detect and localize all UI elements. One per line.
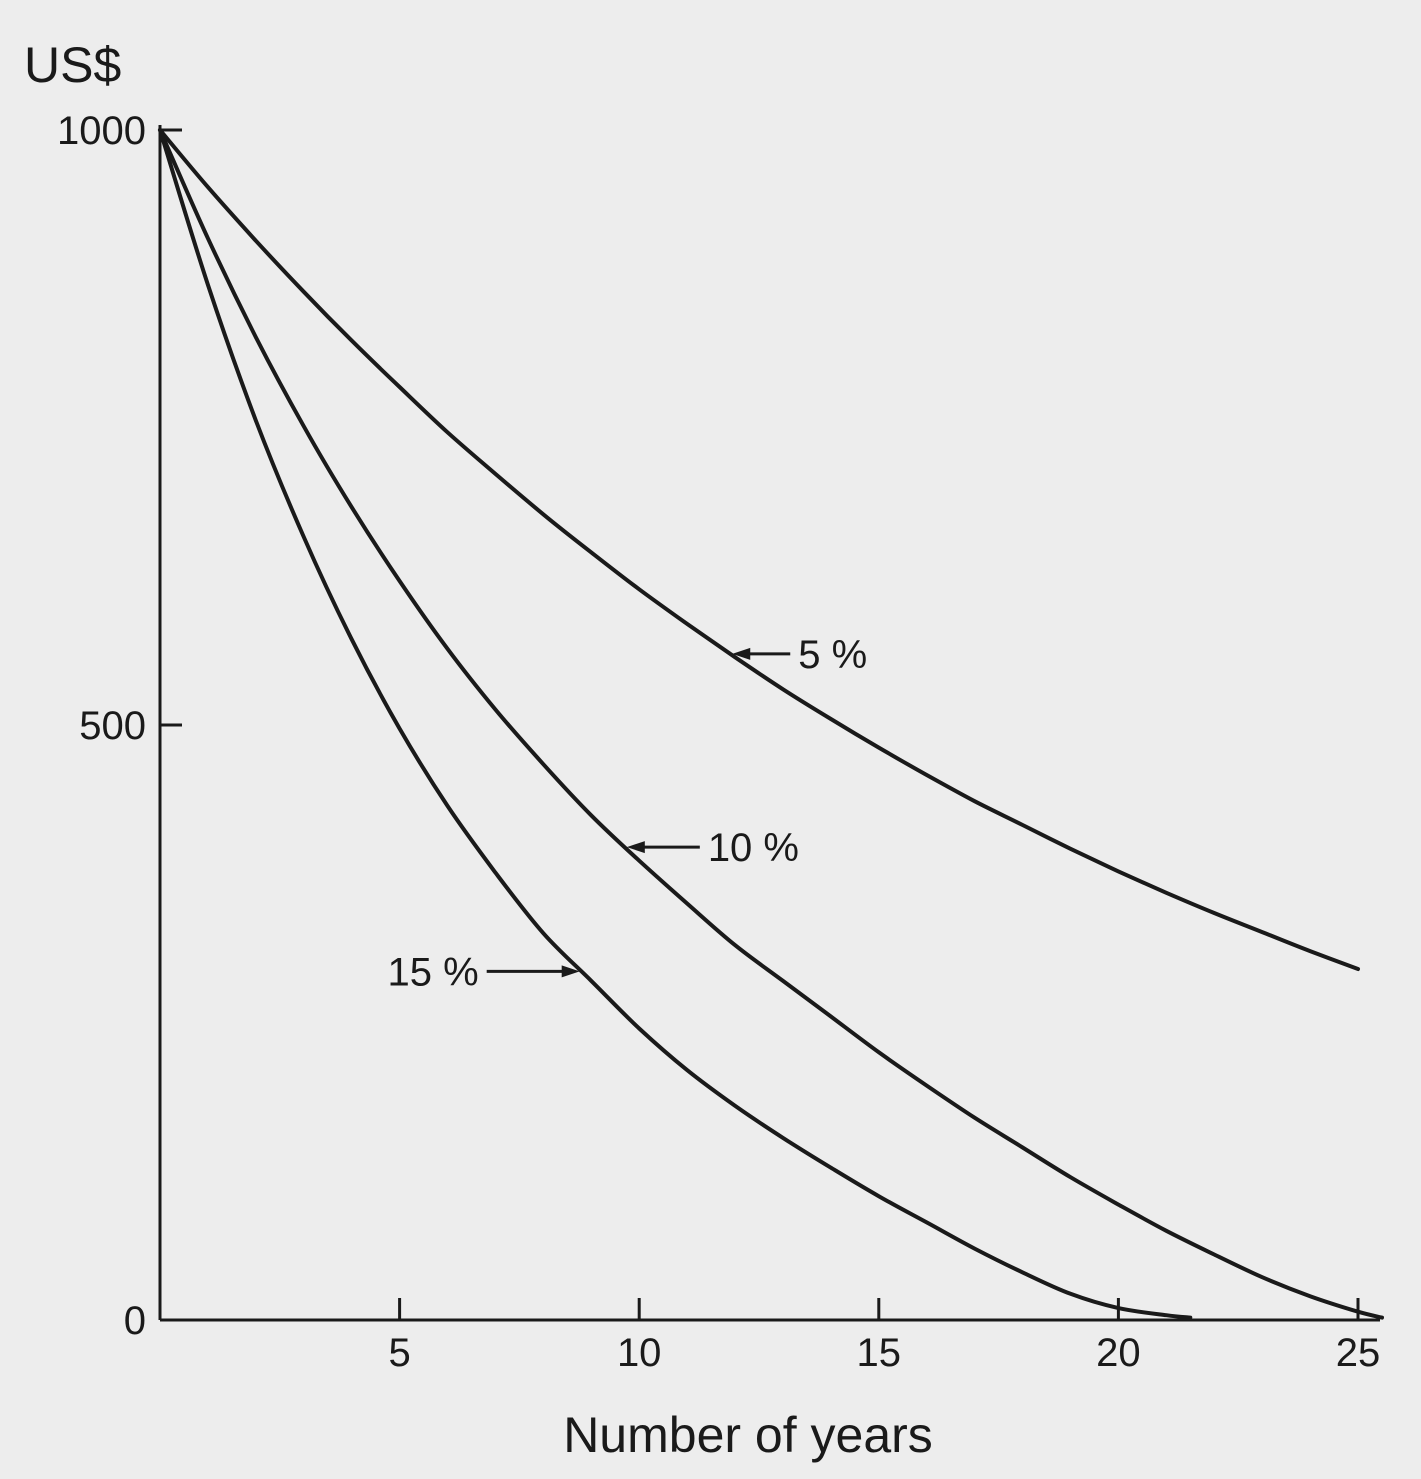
series-label-3: 15 % <box>388 950 580 994</box>
series-name: 10 % <box>708 826 799 870</box>
series-line-2 <box>158 128 1384 1320</box>
series-line-3 <box>158 128 1193 1320</box>
x-tick-label: 10 <box>617 1331 662 1375</box>
x-tick-label: 5 <box>388 1331 410 1375</box>
x-axis-title: Number of years <box>563 1407 933 1463</box>
axes: 5 10 15 20 25 0 500 1000 <box>57 109 1380 1375</box>
x-tick-label: 20 <box>1096 1331 1141 1375</box>
y-tick-label: 0 <box>124 1299 146 1343</box>
series-name: 15 % <box>388 950 479 994</box>
series-label-1: 5 % <box>732 633 867 677</box>
series-name: 5 % <box>798 633 867 677</box>
series-lines <box>158 128 1384 1320</box>
series-line-1 <box>158 128 1360 971</box>
arrow-head <box>561 965 580 978</box>
y-unit-label: US$ <box>24 37 121 93</box>
x-tick-label: 25 <box>1336 1331 1381 1375</box>
y-tick-label: 1000 <box>57 109 146 153</box>
series-labels: 5 % 10 % 15 % <box>388 633 868 994</box>
arrow-head <box>732 647 751 660</box>
y-tick-label: 500 <box>79 704 146 748</box>
x-tick-label: 15 <box>857 1331 902 1375</box>
arrow-head <box>626 841 645 854</box>
series-label-2: 10 % <box>626 826 799 870</box>
